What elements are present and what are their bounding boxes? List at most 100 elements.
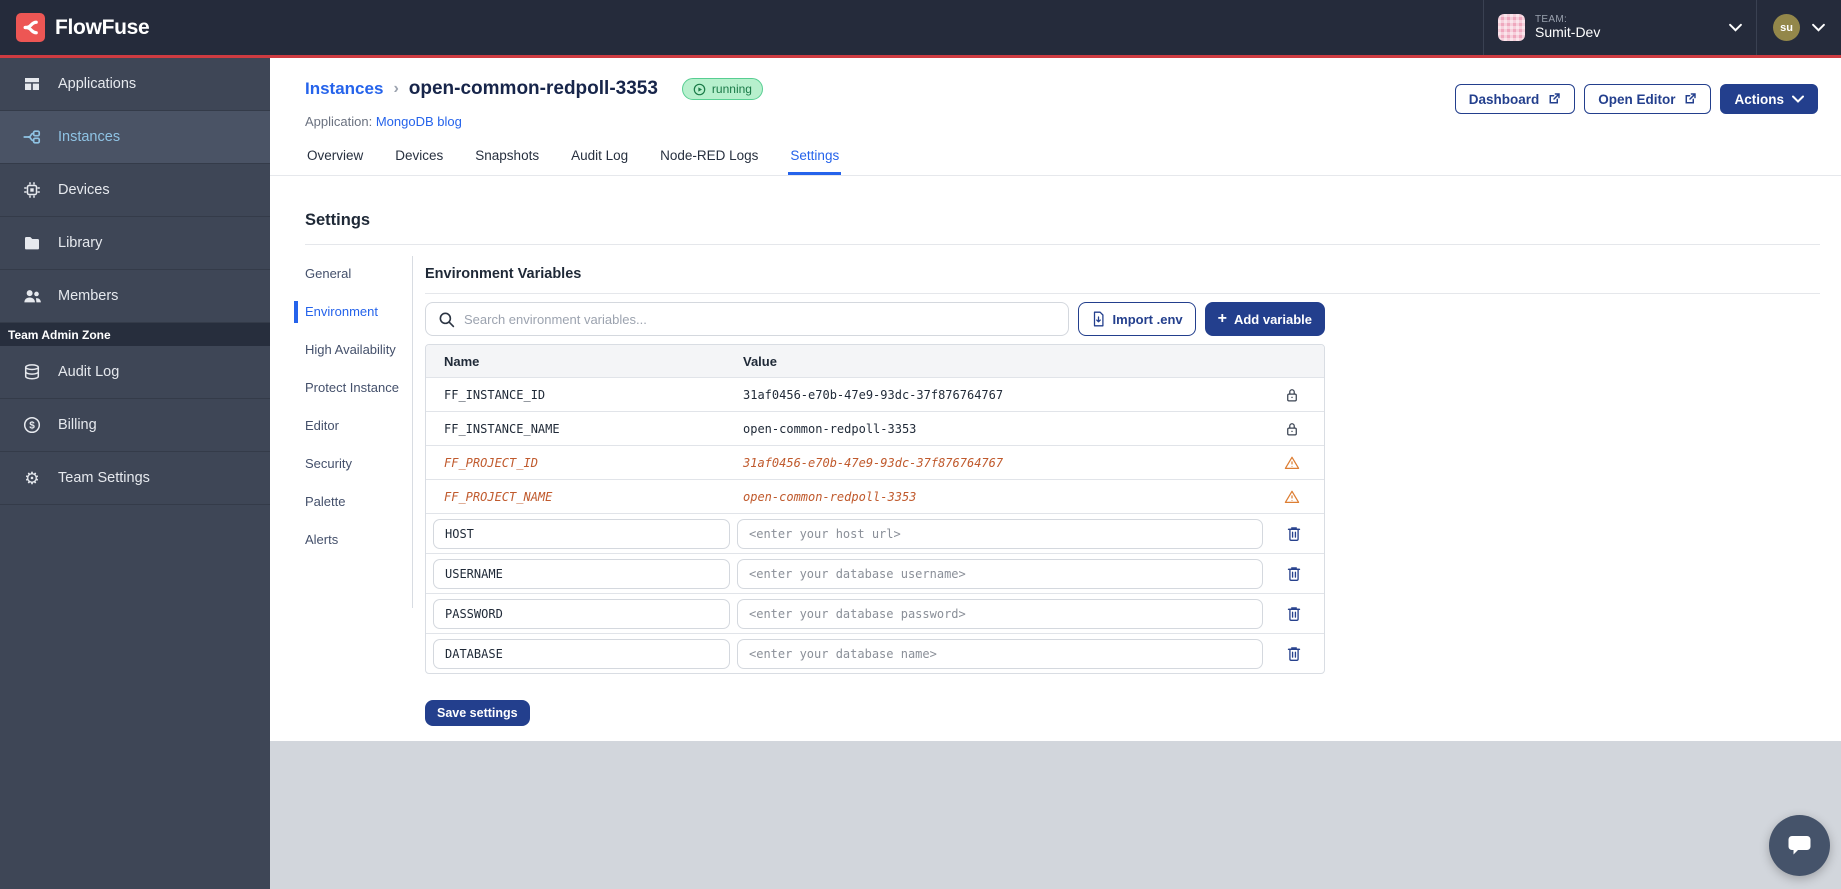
applications-icon (22, 74, 42, 94)
env-var-value: open-common-redpoll-3353 (743, 489, 917, 504)
status-badge: running (681, 78, 763, 100)
dashboard-button[interactable]: Dashboard (1454, 84, 1576, 114)
subnav-editor[interactable]: Editor (305, 418, 339, 433)
env-value-input[interactable] (737, 598, 1263, 629)
tab-bar: Overview Devices Snapshots Audit Log Nod… (270, 146, 1841, 176)
env-var-name: FF_INSTANCE_ID (444, 387, 546, 402)
tab-overview[interactable]: Overview (307, 148, 364, 163)
dashboard-button-label: Dashboard (1468, 91, 1540, 107)
sidebar-item-label: Billing (58, 417, 97, 433)
external-link-icon (1547, 92, 1561, 106)
accent-line (0, 55, 1841, 58)
sidebar-item-label: Team Settings (58, 470, 150, 486)
flowfuse-logo-icon (16, 13, 45, 42)
subnav-security[interactable]: Security (305, 456, 352, 471)
delete-row-button[interactable] (1263, 565, 1324, 582)
env-name-input[interactable] (433, 558, 730, 589)
settings-heading: Settings (305, 211, 371, 229)
subnav-environment[interactable]: Environment (294, 301, 405, 323)
divider (425, 293, 1820, 294)
search-box (425, 302, 1069, 336)
column-header-value: Value (743, 353, 777, 369)
column-header-name: Name (444, 353, 480, 369)
instances-icon (22, 127, 42, 147)
application-row: Application: MongoDB blog (305, 114, 462, 129)
env-var-value: open-common-redpoll-3353 (743, 421, 917, 436)
main-content: Instances › open-common-redpoll-3353 run… (270, 58, 1841, 741)
members-icon (22, 286, 42, 306)
tab-audit-log[interactable]: Audit Log (571, 148, 629, 163)
sidebar-item-team-settings[interactable]: ⚙ Team Settings (0, 452, 270, 505)
plus-icon: + (1217, 310, 1227, 327)
sidebar-item-members[interactable]: Members (0, 270, 270, 323)
tab-devices[interactable]: Devices (395, 148, 444, 163)
sidebar-item-label: Instances (58, 129, 121, 145)
sidebar-item-instances[interactable]: Instances (0, 111, 270, 164)
subnav-protect-instance[interactable]: Protect Instance (305, 380, 399, 395)
subnav-high-availability[interactable]: High Availability (305, 342, 396, 357)
environment-section: Environment Variables Import .env + Add … (425, 256, 1820, 726)
top-bar: FlowFuse TEAM: Sumit-Dev su (0, 0, 1841, 55)
breadcrumb-separator: › (393, 80, 399, 97)
environment-variables-heading: Environment Variables (425, 266, 582, 282)
subnav-palette[interactable]: Palette (305, 494, 346, 509)
library-icon (22, 233, 42, 253)
topbar-divider (1756, 0, 1757, 55)
open-editor-button[interactable]: Open Editor (1584, 84, 1712, 114)
team-selector[interactable]: TEAM: Sumit-Dev (1484, 0, 1756, 55)
add-variable-button[interactable]: + Add variable (1204, 302, 1325, 336)
env-value-input[interactable] (737, 638, 1263, 669)
tab-settings[interactable]: Settings (788, 146, 842, 175)
subnav-alerts[interactable]: Alerts (305, 532, 339, 547)
table-row (426, 553, 1324, 593)
env-name-input[interactable] (433, 598, 730, 629)
tab-node-red-logs[interactable]: Node-RED Logs (660, 148, 759, 163)
delete-row-button[interactable] (1263, 605, 1324, 622)
table-row: FF_INSTANCE_ID 31af0456-e70b-47e9-93dc-3… (426, 377, 1324, 411)
import-env-icon (1091, 311, 1106, 327)
env-var-value: 31af0456-e70b-47e9-93dc-37f876764767 (743, 387, 1004, 402)
chevron-down-icon (1812, 23, 1825, 32)
env-var-name: FF_PROJECT_NAME (444, 489, 553, 504)
flowfuse-logo[interactable]: FlowFuse (0, 13, 150, 42)
team-avatar (1498, 14, 1525, 41)
breadcrumb-instances-link[interactable]: Instances (305, 79, 384, 98)
team-name: Sumit-Dev (1535, 24, 1601, 41)
sidebar-item-billing[interactable]: $ Billing (0, 399, 270, 452)
chat-widget-button[interactable] (1769, 815, 1830, 876)
table-row (426, 513, 1324, 553)
lock-icon (1260, 387, 1324, 403)
env-name-input[interactable] (433, 638, 730, 669)
tab-snapshots[interactable]: Snapshots (475, 148, 540, 163)
actions-button[interactable]: Actions (1720, 84, 1818, 114)
sidebar-item-label: Applications (58, 76, 137, 92)
env-value-input[interactable] (737, 518, 1263, 549)
user-menu[interactable]: su (1757, 0, 1841, 55)
import-env-button[interactable]: Import .env (1077, 302, 1196, 336)
divider (305, 244, 1820, 245)
sidebar-item-applications[interactable]: Applications (0, 58, 270, 111)
brand-name: FlowFuse (55, 15, 150, 39)
sidebar-item-devices[interactable]: Devices (0, 164, 270, 217)
chevron-down-icon (1792, 95, 1804, 103)
divider (412, 256, 413, 608)
import-env-label: Import .env (1112, 311, 1183, 327)
save-settings-button[interactable]: Save settings (425, 700, 530, 726)
delete-row-button[interactable] (1263, 525, 1324, 542)
billing-icon: $ (22, 415, 42, 435)
application-link[interactable]: MongoDB blog (375, 114, 462, 129)
lock-icon (1260, 421, 1324, 437)
subnav-general[interactable]: General (305, 266, 352, 281)
sidebar-item-audit-log[interactable]: Audit Log (0, 346, 270, 399)
delete-row-button[interactable] (1263, 645, 1324, 662)
gear-icon: ⚙ (24, 468, 40, 488)
search-input[interactable] (464, 311, 1056, 327)
sidebar-item-library[interactable]: Library (0, 217, 270, 270)
open-editor-button-label: Open Editor (1598, 91, 1676, 107)
env-value-input[interactable] (737, 558, 1263, 589)
table-row: FF_INSTANCE_NAME open-common-redpoll-335… (426, 411, 1324, 445)
external-link-icon (1683, 92, 1697, 106)
actions-button-label: Actions (1734, 91, 1784, 107)
env-name-input[interactable] (433, 518, 730, 549)
table-row (426, 593, 1324, 633)
